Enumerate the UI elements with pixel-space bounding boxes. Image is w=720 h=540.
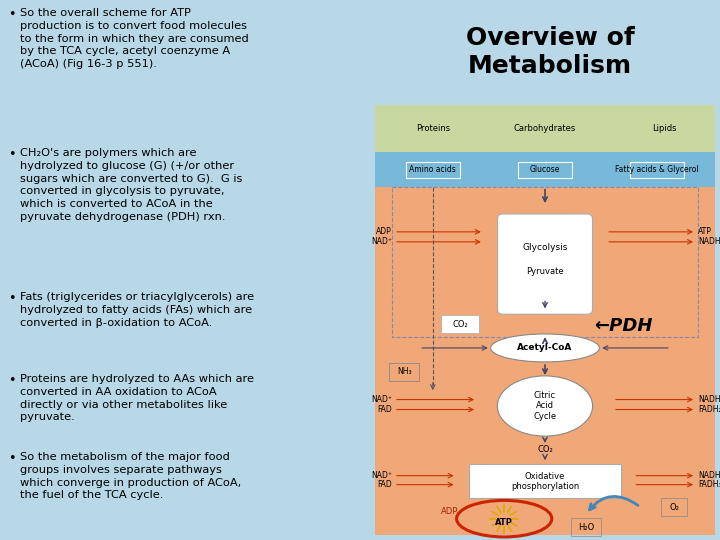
Text: Proteins are hydrolyzed to AAs which are
converted in AA oxidation to ACoA
direc: Proteins are hydrolyzed to AAs which are… <box>20 374 254 422</box>
FancyBboxPatch shape <box>498 214 593 314</box>
Text: •: • <box>8 148 16 161</box>
Text: phosphorylation: phosphorylation <box>511 482 579 490</box>
Text: NAD⁺: NAD⁺ <box>371 395 392 404</box>
Text: Proteins: Proteins <box>415 124 450 133</box>
Text: •: • <box>8 374 16 387</box>
Text: •: • <box>8 8 16 21</box>
Text: ATP: ATP <box>495 518 513 527</box>
Text: ←PDH: ←PDH <box>594 318 652 335</box>
Text: CO₂: CO₂ <box>452 320 468 329</box>
FancyBboxPatch shape <box>518 161 572 178</box>
Ellipse shape <box>490 334 599 362</box>
FancyBboxPatch shape <box>469 464 621 498</box>
Text: Glycolysis: Glycolysis <box>522 244 567 252</box>
Text: NAD⁺: NAD⁺ <box>371 238 392 246</box>
Text: Glucose: Glucose <box>530 165 560 174</box>
Text: FADH₃: FADH₃ <box>698 480 720 489</box>
Text: CH₂O's are polymers which are
hydrolyzed to glucose (G) (+/or other
sugars which: CH₂O's are polymers which are hydrolyzed… <box>20 148 243 222</box>
Text: NADH: NADH <box>698 471 720 480</box>
Text: Pyruvate: Pyruvate <box>526 267 564 276</box>
Text: Cycle: Cycle <box>534 413 557 421</box>
Text: NADH: NADH <box>698 395 720 404</box>
Text: H₂O: H₂O <box>577 523 594 532</box>
Text: Acetyl-CoA: Acetyl-CoA <box>517 343 572 353</box>
FancyBboxPatch shape <box>375 105 715 152</box>
Text: Overview of
Metabolism: Overview of Metabolism <box>466 26 634 78</box>
Text: FAD: FAD <box>377 480 392 489</box>
Text: FADH₂: FADH₂ <box>698 405 720 414</box>
Text: Fats (triglycerides or triacylglycerols) are
hydrolyzed to fatty acids (FAs) whi: Fats (triglycerides or triacylglycerols)… <box>20 292 254 328</box>
Text: ADP: ADP <box>377 227 392 237</box>
Text: Amino acids: Amino acids <box>410 165 456 174</box>
Text: O₂: O₂ <box>670 503 679 511</box>
Text: NADH: NADH <box>698 238 720 246</box>
Text: ATP: ATP <box>698 227 712 237</box>
Text: Fatty acids & Glycerol: Fatty acids & Glycerol <box>616 165 699 174</box>
Ellipse shape <box>498 376 593 436</box>
Text: FAD: FAD <box>377 405 392 414</box>
Text: So the overall scheme for ATP
production is to convert food molecules
to the for: So the overall scheme for ATP production… <box>20 8 248 69</box>
Text: CO₂: CO₂ <box>537 444 553 454</box>
FancyBboxPatch shape <box>375 152 715 187</box>
Text: NH₃: NH₃ <box>397 367 412 376</box>
FancyBboxPatch shape <box>406 161 460 178</box>
Text: Oxidative: Oxidative <box>525 472 565 481</box>
Text: Acid: Acid <box>536 402 554 410</box>
Text: So the metabolism of the major food
groups involves separate pathways
which conv: So the metabolism of the major food grou… <box>20 452 241 501</box>
Text: Carbohydrates: Carbohydrates <box>514 124 576 133</box>
Text: •: • <box>8 452 16 465</box>
Text: ADP: ADP <box>441 507 459 516</box>
Text: NAD⁺: NAD⁺ <box>371 471 392 480</box>
Text: Lipids: Lipids <box>652 124 676 133</box>
Text: Citric: Citric <box>534 390 556 400</box>
FancyBboxPatch shape <box>630 161 684 178</box>
Text: •: • <box>8 292 16 305</box>
FancyBboxPatch shape <box>375 105 715 535</box>
FancyBboxPatch shape <box>441 315 479 333</box>
